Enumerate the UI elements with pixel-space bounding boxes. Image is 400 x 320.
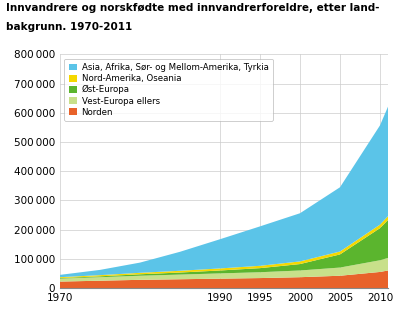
Text: bakgrunn. 1970-2011: bakgrunn. 1970-2011 <box>6 22 132 32</box>
Text: Innvandrere og norskfødte med innvandrerforeldre, etter land-: Innvandrere og norskfødte med innvandrer… <box>6 3 380 13</box>
Legend: Asia, Afrika, Sør- og Mellom-Amerika, Tyrkia, Nord-Amerika, Oseania, Øst-Europa,: Asia, Afrika, Sør- og Mellom-Amerika, Ty… <box>64 59 273 121</box>
